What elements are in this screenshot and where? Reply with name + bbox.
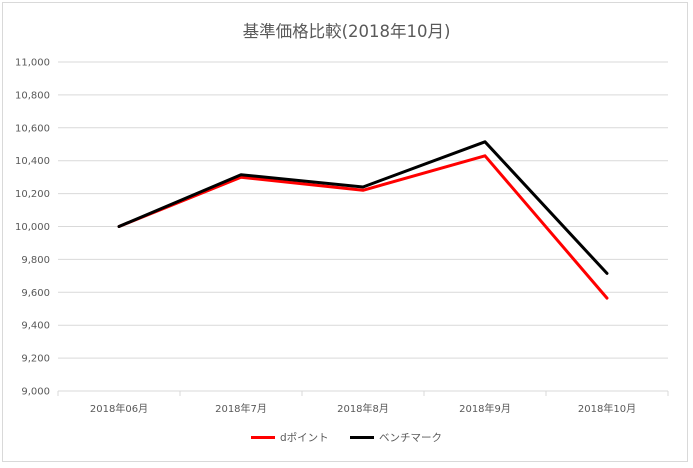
y-tick-label: 10,600 — [15, 123, 50, 134]
y-tick-label: 9,800 — [21, 255, 50, 266]
y-tick-label: 10,000 — [15, 222, 50, 233]
series-line-dpoint — [117, 154, 609, 300]
x-tick-label: 2018年9月 — [459, 402, 511, 415]
legend-label-dpoint: dポイント — [279, 432, 329, 444]
chart-legend: dポイント ベンチマーク — [0, 430, 693, 445]
x-tick-label: 2018年06月 — [90, 402, 148, 415]
x-tick-label: 2018年7月 — [215, 402, 267, 415]
x-tick-label: 2018年10月 — [578, 402, 636, 415]
y-tick-label: 10,200 — [15, 189, 50, 200]
chart-frame — [2, 2, 688, 462]
legend-swatch-dpoint — [250, 436, 275, 439]
x-tick-label: 2018年8月 — [337, 402, 389, 415]
y-tick-label: 9,400 — [21, 321, 50, 332]
y-tick-label: 10,800 — [15, 90, 50, 101]
y-tick-label: 10,400 — [15, 156, 50, 167]
y-tick-label: 9,600 — [21, 288, 50, 299]
legend-item-dpoint: dポイント — [250, 430, 329, 445]
y-tick-label: 9,000 — [21, 387, 50, 398]
y-tick-label: 9,200 — [21, 354, 50, 365]
chart-title: 基準価格比較(2018年10月) — [242, 22, 451, 41]
legend-label-benchmark: ベンチマーク — [379, 432, 442, 444]
y-tick-label: 11,000 — [15, 58, 50, 69]
legend-item-benchmark: ベンチマーク — [350, 430, 442, 445]
legend-swatch-benchmark — [350, 436, 374, 439]
series-line-benchmark — [117, 140, 609, 275]
